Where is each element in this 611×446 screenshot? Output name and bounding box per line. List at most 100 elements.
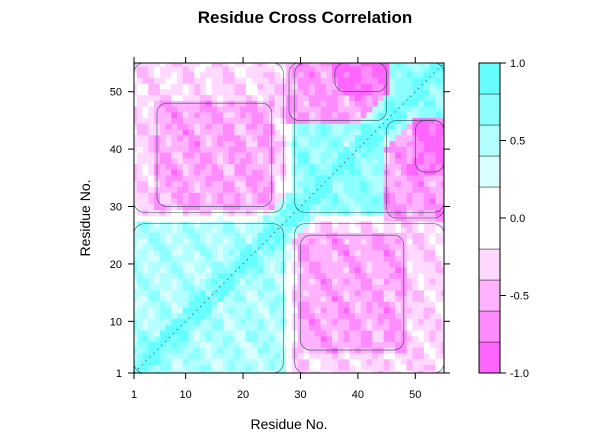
heatmap-cell <box>148 306 155 314</box>
heatmap-cell <box>435 186 442 193</box>
heatmap-cell <box>205 146 213 153</box>
heatmap-cell <box>148 318 155 325</box>
heatmap-cell <box>423 301 431 308</box>
heatmap-cell <box>297 77 304 84</box>
heatmap-cell <box>395 88 402 96</box>
heatmap-cell <box>360 100 368 107</box>
heatmap-cell <box>159 215 167 222</box>
heatmap-cell <box>228 318 236 325</box>
heatmap-cell <box>332 100 339 107</box>
heatmap-cell <box>314 370 322 373</box>
heatmap-cell <box>429 215 436 222</box>
heatmap-cell <box>251 370 259 373</box>
heatmap-cell <box>211 226 218 233</box>
heatmap-cell <box>134 352 138 360</box>
heatmap-cell <box>383 289 391 297</box>
heatmap-cell <box>234 364 241 371</box>
heatmap-cell <box>314 65 322 73</box>
heatmap-cell <box>165 341 172 348</box>
heatmap-cell <box>343 261 350 268</box>
heatmap-cell <box>360 203 368 210</box>
heatmap-cell <box>257 249 264 256</box>
heatmap-cell <box>263 261 270 268</box>
heatmap-cell <box>134 295 138 302</box>
heatmap-cell <box>441 278 444 285</box>
heatmap-cell <box>343 370 350 373</box>
heatmap-cell <box>154 88 161 96</box>
heatmap-cell <box>263 324 270 331</box>
heatmap-cell <box>337 301 345 308</box>
heatmap-cell <box>435 261 442 268</box>
heatmap-cell <box>251 169 259 176</box>
heatmap-cell <box>418 255 425 262</box>
heatmap-cell <box>217 186 224 193</box>
heatmap-cell <box>222 318 230 325</box>
heatmap-cell <box>228 289 236 297</box>
heatmap-cell <box>136 243 144 251</box>
heatmap-cell <box>222 272 230 279</box>
heatmap-cell <box>136 352 144 360</box>
heatmap-cell <box>320 140 327 147</box>
heatmap-cell <box>377 106 385 113</box>
heatmap-cell <box>332 88 339 96</box>
heatmap-cell <box>182 106 190 113</box>
colorbar-levels <box>478 62 501 374</box>
heatmap-cell <box>234 197 241 205</box>
heatmap-cell <box>182 192 190 199</box>
heatmap-cell <box>142 301 149 308</box>
heatmap-cell <box>309 364 316 371</box>
heatmap-cell <box>148 100 155 107</box>
heatmap-cell <box>177 134 184 142</box>
heatmap-cell <box>188 203 195 210</box>
heatmap-cell <box>343 106 350 113</box>
heatmap-cell <box>251 255 259 262</box>
heatmap-cell <box>326 370 333 373</box>
heatmap-cell <box>136 358 144 365</box>
heatmap-cell <box>274 180 281 188</box>
heatmap-cell <box>337 203 345 210</box>
heatmap-cell <box>159 146 167 153</box>
heatmap-cell <box>142 83 149 90</box>
heatmap-cell <box>337 174 345 182</box>
y-axis-label: Residue No. <box>77 179 93 256</box>
heatmap-cell <box>423 100 431 107</box>
heatmap-cell <box>234 146 241 153</box>
heatmap-cell <box>205 272 213 279</box>
heatmap-cell <box>136 197 144 205</box>
heatmap-cell <box>171 295 178 302</box>
heatmap-cell <box>389 151 396 159</box>
heatmap-cell <box>222 284 230 291</box>
heatmap-cell <box>332 71 339 78</box>
heatmap-cell <box>205 329 213 337</box>
heatmap-cell <box>435 341 442 348</box>
heatmap-cell <box>240 186 247 193</box>
heatmap-cell <box>188 301 195 308</box>
heatmap-cell <box>286 220 293 228</box>
heatmap-cell <box>228 261 236 268</box>
heatmap-cell <box>314 215 322 222</box>
heatmap-cell <box>245 94 253 101</box>
heatmap-cell <box>418 123 425 130</box>
heatmap-cell <box>423 88 431 96</box>
heatmap-cell <box>435 169 442 176</box>
heatmap-cell <box>343 186 350 193</box>
heatmap-cell <box>200 129 207 136</box>
heatmap-cell <box>274 255 281 262</box>
heatmap-cell <box>200 65 207 73</box>
heatmap-cell <box>400 192 408 199</box>
heatmap-cell <box>400 83 408 90</box>
heatmap-cell <box>297 352 304 360</box>
heatmap-cell <box>280 186 287 193</box>
heatmap-cell <box>268 347 276 354</box>
heatmap-cell <box>148 301 155 308</box>
heatmap-cell <box>200 197 207 205</box>
heatmap-cell <box>377 266 385 274</box>
heatmap-cell <box>372 83 379 90</box>
heatmap-cell <box>286 163 293 170</box>
heatmap-cell <box>234 94 241 101</box>
heatmap-cell <box>205 186 213 193</box>
heatmap-cell <box>142 272 149 279</box>
heatmap-cell <box>332 215 339 222</box>
heatmap-cell <box>423 117 431 124</box>
heatmap-cell <box>234 180 241 188</box>
